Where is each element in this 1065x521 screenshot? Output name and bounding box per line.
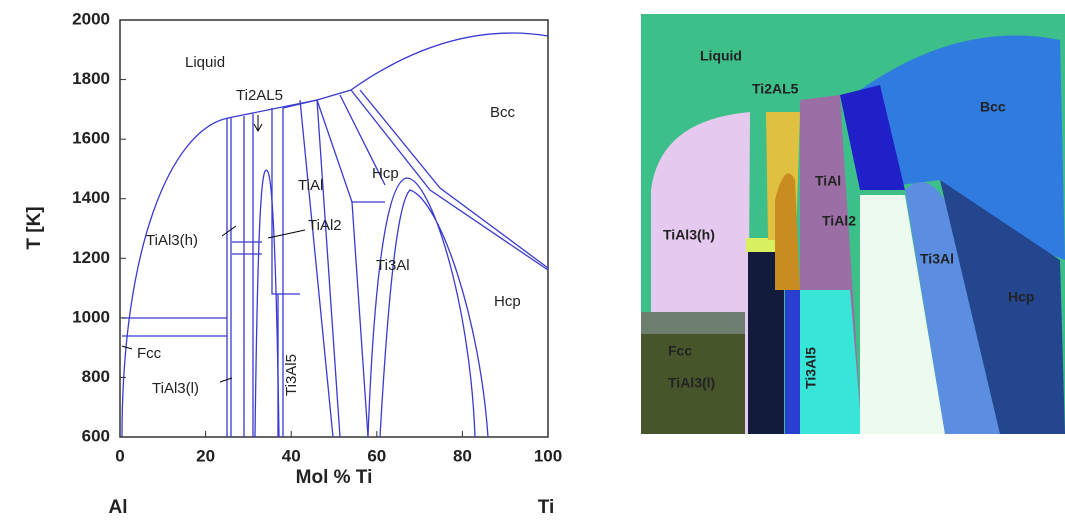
y-tick-label: 600 (82, 426, 110, 445)
y-tick-label: 1600 (72, 129, 110, 148)
y-tick-label: 1400 (72, 188, 110, 207)
region-label: Bcc (980, 99, 1006, 115)
x-tick-label: 60 (367, 446, 386, 465)
region-label: Hcp (372, 165, 399, 182)
x-tick-label: 80 (453, 446, 472, 465)
x-end-label: Al (109, 497, 128, 518)
phase-diagram: T [K] Mol % Ti Al Ti 2000 1800 1600 1400 120… (24, 9, 562, 518)
region-label: Hcp (494, 293, 521, 310)
region-label: TiAl (815, 173, 841, 189)
y-tick-label: 1800 (72, 69, 110, 88)
region-label: TiAl2 (822, 213, 856, 229)
region-label: Bcc (490, 104, 516, 121)
region-label: TiAl (298, 177, 323, 194)
region-label: Liquid (700, 48, 742, 64)
y-tick-label: 1000 (72, 307, 110, 326)
segmentation-map: Liquid Ti2AL5 Bcc TiAl TiAl2 TiAl3(h) Ti… (641, 14, 1065, 434)
x-end-label: Ti (538, 497, 555, 518)
y-tick-label: 1200 (72, 248, 110, 267)
region-label: TiAl3(l) (668, 375, 715, 391)
region-label: Ti3Al5 (803, 347, 819, 389)
region-label: Ti3Al (376, 257, 410, 274)
x-tick-label: 0 (115, 446, 124, 465)
region-label: Ti2AL5 (752, 81, 799, 97)
region-label: Hcp (1008, 289, 1034, 305)
region-label: Ti2AL5 (236, 87, 283, 104)
region-label: TiAl2 (308, 217, 342, 234)
region-label: Ti3Al5 (283, 354, 300, 396)
x-tick-label: 20 (196, 446, 215, 465)
y-axis-title: T [K] (24, 206, 45, 249)
figure: T [K] Mol % Ti Al Ti 2000 1800 1600 1400 120… (0, 0, 1065, 521)
region-label: Liquid (185, 54, 225, 71)
region-label: Ti3Al (920, 251, 954, 267)
x-tick-label: 40 (282, 446, 301, 465)
region-label: Fcc (668, 343, 692, 359)
y-tick-label: 800 (82, 367, 110, 386)
x-axis-title: Mol % Ti (296, 467, 373, 488)
region-label: Fcc (137, 345, 162, 362)
region-label: TiAl3(h) (663, 227, 715, 243)
x-tick-label: 100 (534, 446, 562, 465)
region-label: TiAl3(l) (152, 380, 199, 397)
y-tick-label: 2000 (72, 9, 110, 28)
region-label: TiAl3(h) (146, 232, 198, 249)
